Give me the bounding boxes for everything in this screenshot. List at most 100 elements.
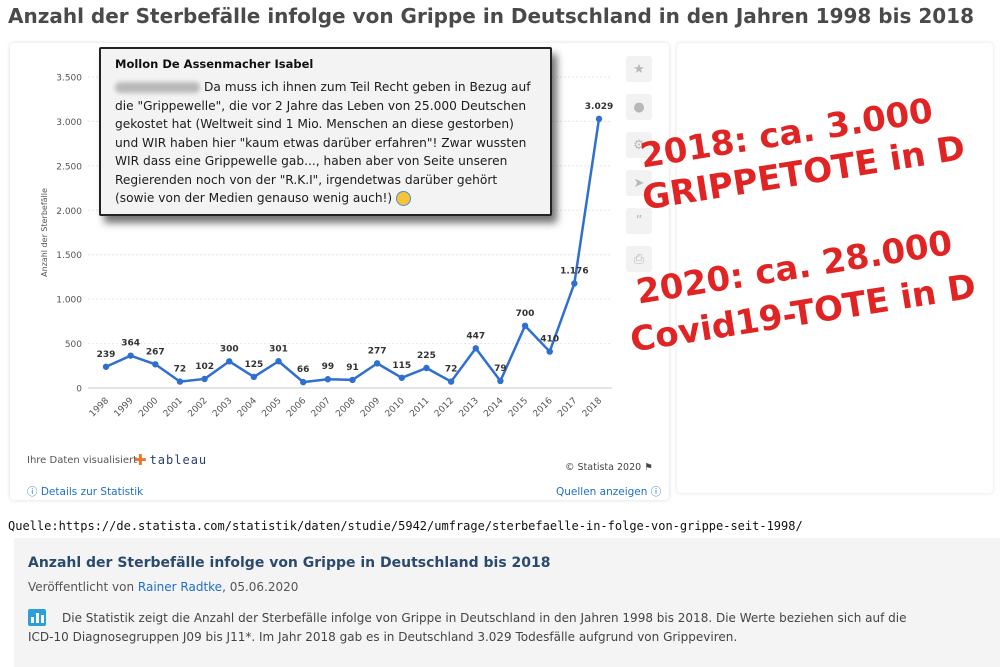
- data-point: [373, 360, 381, 367]
- sources-link[interactable]: Quellen anzeigen ⓘ: [556, 484, 661, 499]
- quote-icon[interactable]: ”: [626, 208, 652, 234]
- comment-text: Da muss ich ihnen zum Teil Recht geben i…: [115, 80, 531, 205]
- sources-link-label: Quellen anzeigen: [556, 486, 648, 498]
- y-tick-label: 1.500: [56, 251, 82, 261]
- bell-icon[interactable]: ●: [626, 94, 652, 120]
- data-label: 447: [466, 331, 485, 341]
- data-point: [423, 364, 430, 372]
- y-tick-label: 3.000: [56, 118, 82, 128]
- data-label: 364: [121, 339, 140, 349]
- source-url: Quelle:https://de.statista.com/statistik…: [8, 519, 803, 533]
- y-tick-label: 0: [76, 385, 82, 395]
- y-tick-label: 500: [65, 340, 82, 350]
- data-point: [226, 358, 233, 365]
- page-title: Anzahl der Sterbefälle infolge von Gripp…: [8, 4, 974, 28]
- y-tick-label: 2.500: [56, 162, 82, 172]
- data-label: 225: [417, 351, 436, 361]
- data-point: [349, 376, 356, 384]
- x-tick-label: 2005: [260, 396, 283, 419]
- statistic-title[interactable]: Anzahl der Sterbefälle infolge von Gripp…: [28, 555, 551, 571]
- tableau-logo[interactable]: ✚ tableau: [134, 451, 207, 469]
- comment-author[interactable]: Mollon De Assenmacher Isabel: [115, 57, 314, 71]
- data-point: [324, 376, 332, 383]
- x-tick-label: 2008: [334, 396, 357, 419]
- x-tick-label: 2003: [211, 396, 234, 419]
- y-axis-label: Anzahl der Sterbefälle: [40, 188, 49, 277]
- data-label: 66: [297, 365, 310, 375]
- anxious-face-icon: [396, 191, 412, 206]
- data-label: 239: [97, 350, 116, 360]
- data-label: 102: [195, 362, 214, 372]
- gear-icon[interactable]: ⚙: [626, 132, 652, 158]
- statistic-description-card: Anzahl der Sterbefälle infolge von Gripp…: [14, 538, 1000, 667]
- statista-credit: © Statista 2020 ⚑: [565, 462, 653, 473]
- data-label: 115: [392, 361, 411, 371]
- share-icon[interactable]: ➤: [626, 170, 652, 196]
- data-point: [250, 373, 258, 381]
- data-label: 3.029: [585, 102, 613, 112]
- data-point: [472, 345, 479, 352]
- tableau-plus-icon: ✚: [134, 451, 147, 469]
- credit-text: © Statista 2020: [565, 462, 642, 473]
- side-panel: [677, 43, 993, 493]
- star-icon[interactable]: ★: [626, 56, 652, 82]
- data-point: [497, 377, 504, 385]
- statistic-icon: [28, 609, 46, 626]
- data-label: 72: [174, 365, 187, 375]
- data-point: [201, 375, 208, 383]
- data-point: [447, 378, 455, 385]
- published-line: Veröffentlicht von Rainer Radtke, 05.06.…: [28, 580, 298, 594]
- data-point: [300, 378, 307, 386]
- y-tick-label: 2.000: [56, 207, 82, 217]
- x-tick-label: 2014: [482, 396, 505, 419]
- y-tick-label: 3.500: [56, 74, 82, 84]
- data-point: [102, 363, 110, 370]
- flag-icon: ⚑: [644, 462, 653, 473]
- x-tick-label: 2015: [507, 396, 530, 419]
- author-link[interactable]: Rainer Radtke: [137, 580, 223, 594]
- data-point: [595, 115, 603, 123]
- data-point: [275, 358, 282, 365]
- data-point: [398, 374, 405, 381]
- x-tick-label: 2000: [137, 396, 160, 419]
- data-label: 79: [494, 364, 507, 374]
- x-tick-label: 2011: [408, 396, 431, 419]
- blurred-name: [115, 82, 200, 93]
- data-point: [546, 348, 553, 355]
- data-label: 267: [146, 347, 165, 357]
- facebook-comment-popup: Mollon De Assenmacher Isabel Da muss ich…: [99, 47, 552, 216]
- x-tick-label: 1999: [113, 396, 136, 419]
- x-tick-label: 2007: [310, 396, 333, 419]
- published-date: , 05.06.2020: [222, 580, 299, 594]
- comment-body: Da muss ich ihnen zum Teil Recht geben i…: [115, 78, 540, 208]
- print-icon[interactable]: ⎙: [626, 246, 652, 272]
- x-tick-label: 2001: [162, 396, 185, 419]
- y-tick-label: 1.000: [56, 296, 82, 306]
- data-point: [127, 352, 134, 359]
- details-link-label: Details zur Statistik: [40, 486, 144, 498]
- data-label: 301: [269, 344, 288, 354]
- data-label: 99: [322, 362, 335, 372]
- details-link[interactable]: ⓘ Details zur Statistik: [27, 484, 143, 499]
- x-tick-label: 1998: [88, 396, 111, 419]
- data-label: 410: [540, 335, 559, 345]
- x-tick-label: 2002: [186, 396, 209, 419]
- x-tick-label: 2017: [556, 396, 579, 419]
- data-label: 700: [516, 309, 535, 319]
- data-label: 72: [445, 365, 458, 375]
- published-prefix: Veröffentlicht von: [28, 580, 135, 594]
- x-tick-label: 2004: [236, 396, 259, 419]
- viz-label: Ihre Daten visualisiert: [27, 455, 138, 466]
- data-point: [571, 280, 578, 287]
- statistic-description: Die Statistik zeigt die Anzahl der Sterb…: [28, 609, 908, 647]
- data-point: [152, 361, 159, 368]
- data-label: 1.176: [560, 267, 588, 277]
- data-label: 125: [245, 360, 264, 370]
- x-tick-label: 2012: [433, 396, 456, 419]
- x-tick-label: 2016: [532, 396, 555, 419]
- x-tick-label: 2018: [581, 396, 604, 419]
- data-label: 91: [346, 363, 359, 373]
- description-text: Die Statistik zeigt die Anzahl der Sterb…: [28, 611, 907, 644]
- info-icon: ⓘ: [27, 486, 38, 498]
- x-tick-label: 2009: [359, 396, 382, 419]
